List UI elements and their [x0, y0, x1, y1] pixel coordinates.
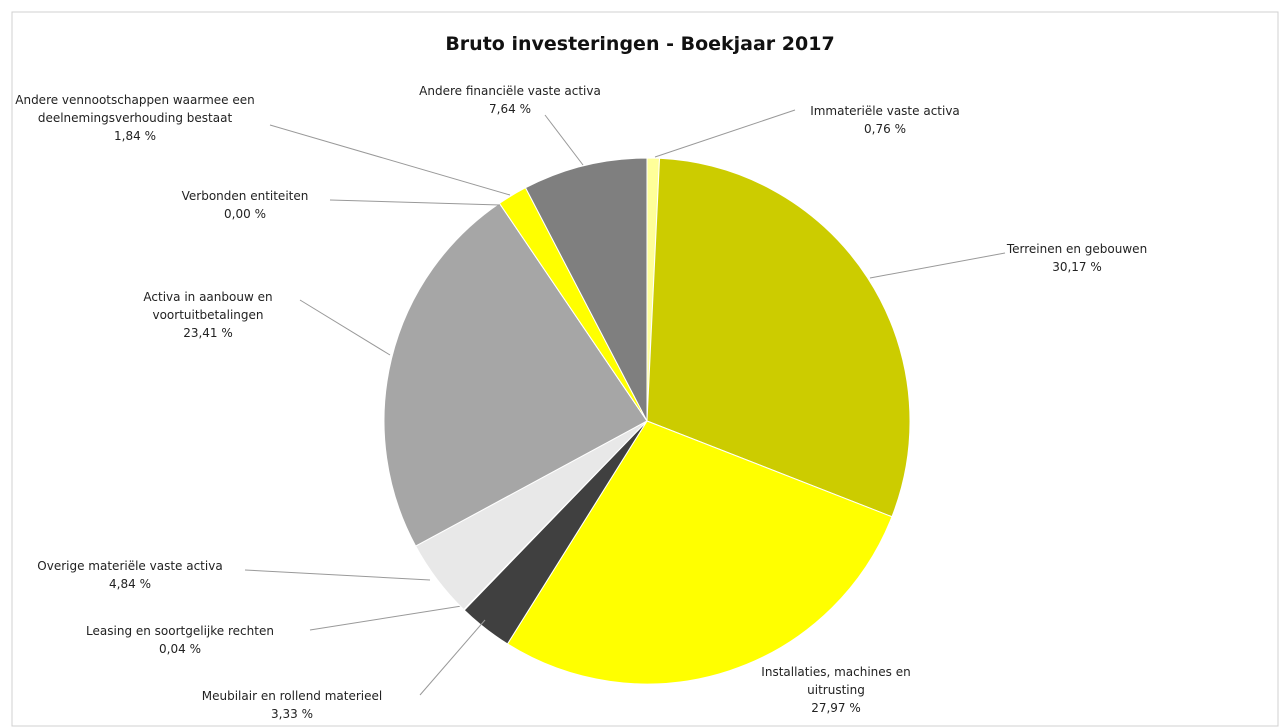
label-value: 3,33 % [271, 707, 313, 721]
label-name: Andere vennootschappen waarmee een deeln… [15, 93, 255, 125]
label-name: Activa in aanbouw en voortuitbetalingen [143, 290, 273, 322]
label-name: Immateriële vaste activa [810, 104, 960, 118]
data-label: Overige materiële vaste activa 4,84 % [10, 557, 250, 593]
label-value: 0,00 % [224, 207, 266, 221]
label-name: Verbonden entiteiten [181, 189, 309, 203]
label-name: Leasing en soortgelijke rechten [86, 624, 274, 638]
data-label: Verbonden entiteiten 0,00 % [155, 187, 335, 223]
chart-title: Bruto investeringen - Boekjaar 2017 [445, 33, 835, 55]
leader-line [244, 569, 431, 581]
label-value: 27,97 % [811, 701, 861, 715]
label-name: Overige materiële vaste activa [37, 559, 223, 573]
leader-line [299, 299, 391, 356]
label-name: Andere financiële vaste activa [419, 84, 601, 98]
label-value: 23,41 % [183, 326, 233, 340]
leader-line [654, 109, 796, 158]
leader-line [869, 252, 1006, 279]
leader-line [269, 124, 511, 196]
label-name: Terreinen en gebouwen [1006, 242, 1148, 256]
data-label: Andere financiële vaste activa 7,64 % [410, 82, 610, 118]
data-label: Meubilair en rollend materieel 3,33 % [167, 687, 417, 723]
label-value: 30,17 % [1052, 260, 1102, 274]
label-value: 7,64 % [489, 102, 531, 116]
chart-frame [11, 11, 1279, 727]
leader-line [419, 619, 486, 696]
data-label: Activa in aanbouw en voortuitbetalingen 2… [113, 288, 303, 342]
label-name: Meubilair en rollend materieel [201, 689, 383, 703]
label-value: 1,84 % [114, 129, 156, 143]
data-label: Leasing en soortgelijke rechten 0,04 % [45, 622, 315, 658]
data-label: Terreinen en gebouwen 30,17 % [997, 240, 1157, 276]
data-label: Immateriële vaste activa 0,76 % [785, 102, 985, 138]
leader-line [309, 604, 469, 631]
label-value: 0,04 % [159, 642, 201, 656]
label-name: Installaties, machines en uitrusting [761, 665, 911, 697]
pie-slice [383, 202, 648, 547]
label-value: 4,84 % [109, 577, 151, 591]
leader-line [329, 199, 501, 206]
pie-slice [524, 157, 648, 422]
pie-slice [506, 420, 893, 685]
label-value: 0,76 % [864, 122, 906, 136]
pie-slice [646, 157, 911, 518]
leader-line [544, 114, 584, 166]
data-label: Installaties, machines en uitrusting 27,9… [736, 663, 936, 717]
data-label: Andere vennootschappen waarmee een deeln… [5, 91, 265, 145]
